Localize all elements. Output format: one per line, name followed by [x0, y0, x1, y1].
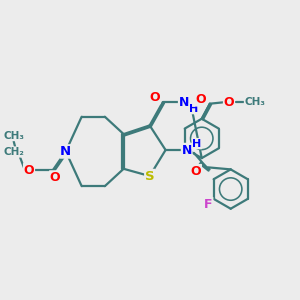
Text: F: F: [204, 198, 213, 211]
Text: CH₃: CH₃: [244, 97, 266, 107]
Text: O: O: [195, 93, 206, 106]
Text: CH₃: CH₃: [3, 130, 24, 140]
Text: CH₂: CH₂: [4, 147, 25, 157]
Text: O: O: [50, 171, 60, 184]
Text: N: N: [182, 143, 192, 157]
Text: S: S: [145, 169, 154, 182]
Text: O: O: [224, 96, 234, 109]
Text: O: O: [149, 91, 160, 103]
Text: O: O: [24, 164, 34, 177]
Text: H: H: [189, 103, 199, 114]
Text: N: N: [178, 96, 189, 109]
Text: N: N: [60, 145, 71, 158]
Text: H: H: [192, 139, 202, 148]
Text: O: O: [190, 165, 201, 178]
